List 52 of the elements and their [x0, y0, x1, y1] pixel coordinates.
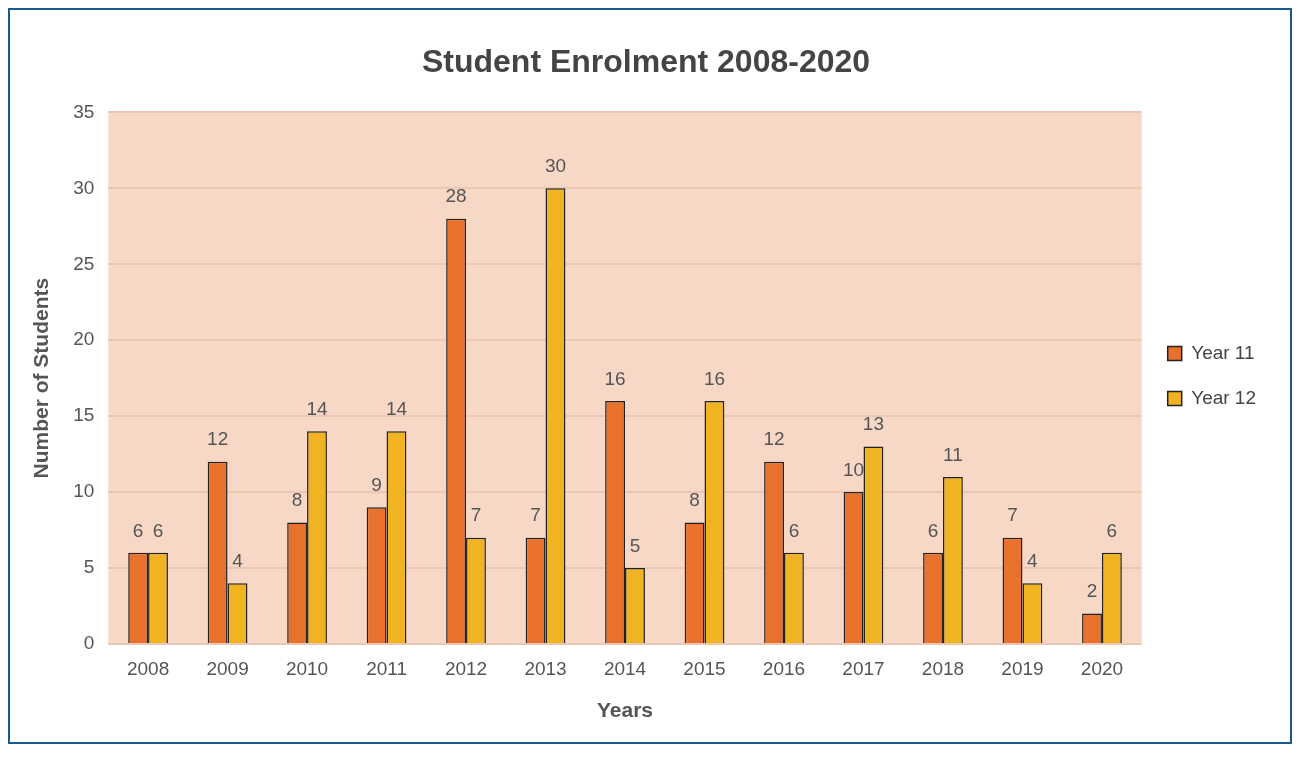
data-label: 5 [629, 534, 641, 556]
data-label: 8 [689, 489, 700, 511]
data-label: 6 [152, 519, 164, 541]
x-tick-label: 2013 [524, 657, 567, 679]
data-label: 16 [604, 367, 626, 389]
x-tick-label: 2010 [285, 657, 329, 679]
y-tick-label: 0 [83, 632, 95, 654]
y-tick-label: 5 [83, 556, 95, 578]
y-tick-label: 15 [73, 404, 95, 426]
data-label: 8 [291, 489, 303, 511]
data-label: 7 [1007, 504, 1018, 526]
data-label: 7 [530, 504, 541, 526]
data-label: 2 [1086, 580, 1098, 602]
x-tick-label: 2015 [683, 657, 726, 679]
y-tick-label: 10 [73, 480, 95, 502]
data-label: 30 [544, 155, 567, 177]
data-label: 6 [788, 519, 800, 541]
x-tick-label: 2018 [921, 657, 965, 679]
y-tick-label: 25 [73, 252, 95, 274]
data-label: 9 [371, 474, 382, 496]
x-tick-label: 2020 [1080, 657, 1124, 679]
chart-title: Student Enrolment 2008-2020 [421, 43, 871, 80]
data-label: 11 [943, 443, 963, 465]
data-label: 12 [207, 428, 229, 450]
x-tick-label: 2012 [444, 657, 488, 679]
data-label: 6 [927, 519, 939, 541]
data-label: 28 [445, 185, 467, 207]
y-tick-label: 20 [73, 328, 95, 350]
data-label: 6 [1106, 519, 1118, 541]
legend-label: Year 12 [1191, 386, 1257, 408]
x-axis-title: Years [596, 698, 654, 722]
data-label: 4 [1027, 549, 1039, 571]
data-label: 13 [862, 413, 884, 435]
data-label: 14 [385, 398, 408, 420]
legend-label: Year 11 [1191, 341, 1255, 363]
x-tick-label: 2011 [366, 657, 407, 679]
data-label: 7 [470, 504, 482, 526]
x-tick-label: 2017 [842, 657, 885, 679]
x-tick-label: 2008 [126, 657, 170, 679]
data-label: 12 [763, 428, 785, 450]
y-tick-label: 30 [73, 176, 95, 198]
data-label: 4 [232, 549, 244, 571]
data-label: 6 [132, 519, 144, 541]
x-tick-label: 2014 [603, 657, 647, 679]
x-tick-label: 2016 [762, 657, 806, 679]
y-axis-title: Number of Students [29, 277, 53, 479]
x-tick-label: 2019 [1001, 657, 1044, 679]
data-label: 10 [842, 458, 865, 480]
data-label: 14 [306, 398, 328, 420]
x-tick-label: 2009 [206, 657, 249, 679]
y-tick-label: 35 [73, 100, 95, 122]
data-label: 16 [703, 367, 726, 389]
